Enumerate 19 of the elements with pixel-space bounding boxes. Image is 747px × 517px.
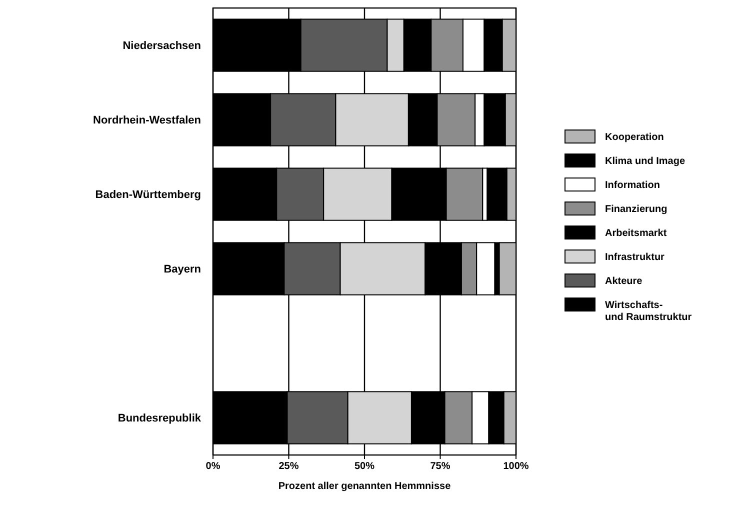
legend-label: Finanzierung	[605, 204, 668, 215]
legend-label: Kooperation	[605, 132, 664, 143]
y-tick-label: Niedersachsen	[122, 40, 202, 52]
legend-label: Information	[605, 180, 660, 191]
legend-label: Infrastruktur	[605, 252, 665, 263]
x-tick-label: 100%	[503, 461, 529, 472]
y-tick-label: Bayern	[164, 263, 202, 276]
x-axis-title: Prozent aller genannten Hemmnisse	[278, 481, 452, 492]
y-tick-label: Nordrhein-Westfalen	[93, 114, 202, 126]
legend-label: Akteure	[605, 276, 643, 287]
x-tick-label: 25%	[278, 461, 299, 472]
legend-label: Wirtschafts- und Raumstruktur	[605, 300, 692, 323]
x-tick-label: 75%	[430, 461, 450, 472]
x-tick-label: 50%	[354, 461, 375, 472]
legend-label: Klima und Image	[605, 156, 686, 167]
x-tick-label: 0%	[206, 461, 220, 472]
y-tick-label: Baden-Württemberg	[95, 188, 201, 201]
y-tick-label: Bundesrepublik	[118, 412, 202, 424]
legend-label: Arbeitsmarkt	[605, 228, 668, 239]
